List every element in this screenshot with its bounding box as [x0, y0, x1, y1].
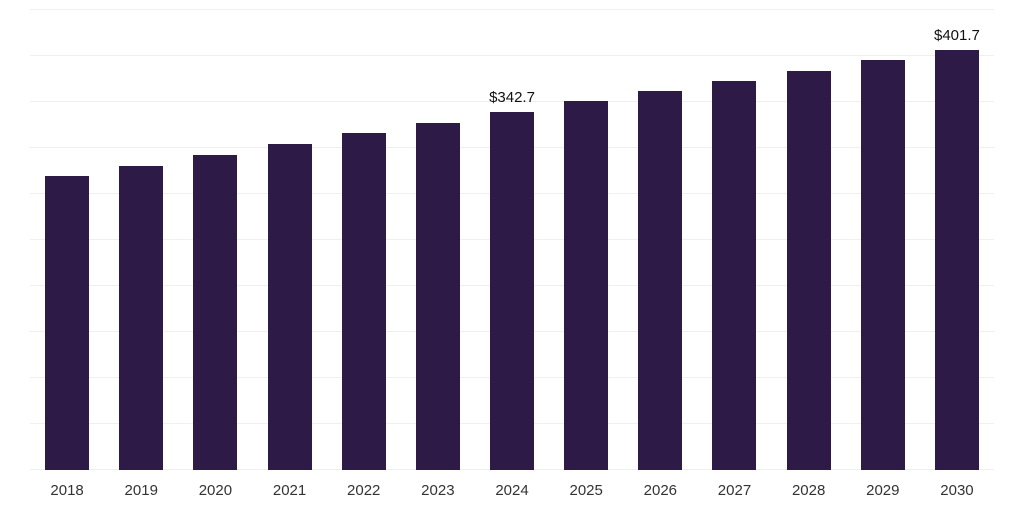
x-tick-label-2030: 2030 — [940, 482, 974, 499]
bar-2025 — [564, 101, 609, 470]
bar-2021 — [267, 144, 312, 470]
bar-value-label-2024: $342.7 — [489, 88, 535, 106]
bar-group-2027 — [697, 10, 771, 470]
x-tick-label-2023: 2023 — [421, 482, 455, 499]
gridline — [30, 101, 994, 102]
x-tick-label-2018: 2018 — [50, 482, 84, 499]
bar-group-2021 — [252, 10, 326, 470]
bar-2023 — [415, 122, 460, 470]
x-tick-label-2021: 2021 — [272, 482, 307, 499]
bar-2022 — [341, 133, 386, 470]
bar-group-2026 — [623, 10, 697, 470]
bar-2026 — [638, 91, 683, 470]
bar-value-label-2030: $401.7 — [934, 27, 980, 45]
bar-2027 — [712, 80, 757, 470]
x-tick-label-2026: 2026 — [643, 482, 678, 499]
bar-group-2018 — [30, 10, 104, 470]
plot-area: $342.7 $401.7 — [30, 9, 994, 470]
bar-group-2025 — [549, 10, 623, 470]
bar-2018 — [45, 176, 90, 470]
bar-group-2030: $401.7 — [920, 10, 994, 470]
gridline — [30, 55, 994, 56]
x-axis-labels: 2018 2019 2020 2021 2022 2023 2024 2025 2026 2027… — [30, 470, 994, 512]
bar-2030 — [934, 50, 979, 470]
bar-group-2019 — [104, 10, 178, 470]
bar-2024 — [490, 111, 535, 470]
x-tick-label-2020: 2020 — [198, 482, 233, 499]
x-tick-label-2019: 2019 — [124, 482, 158, 499]
x-tick-label-2025: 2025 — [569, 482, 603, 499]
x-tick-label-2028: 2028 — [791, 482, 826, 499]
bar-2020 — [193, 154, 238, 470]
x-tick-label-2024: 2024 — [495, 482, 529, 499]
bar-group-2020 — [178, 10, 252, 470]
bar-2029 — [860, 60, 905, 470]
x-tick-label-2029: 2029 — [866, 482, 900, 499]
x-tick-label-2022: 2022 — [347, 482, 381, 499]
x-tick-label-2027: 2027 — [717, 482, 752, 499]
bar-group-2023 — [401, 10, 475, 470]
gridline — [30, 9, 994, 10]
bar-group-2022 — [327, 10, 401, 470]
bar-2028 — [786, 70, 831, 470]
bar-group-2029 — [846, 10, 920, 470]
bar-group-2024: $342.7 — [475, 10, 549, 470]
bar-group-2028 — [772, 10, 846, 470]
bar-2019 — [119, 165, 164, 470]
